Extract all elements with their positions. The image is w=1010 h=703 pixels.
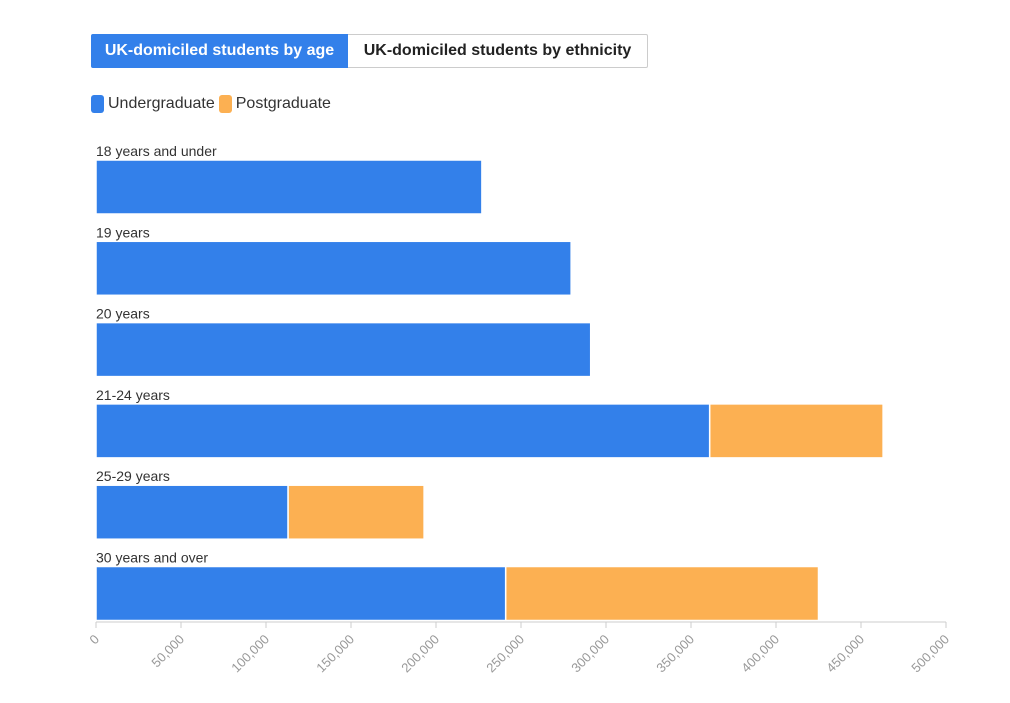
legend-label-undergraduate: Undergraduate bbox=[108, 95, 215, 112]
x-tick-label: 100,000 bbox=[228, 632, 272, 676]
legend-swatch-postgraduate bbox=[218, 95, 232, 113]
tab-by-ethnicity[interactable]: UK-domiciled students by ethnicity bbox=[348, 34, 648, 68]
x-tick-label: 450,000 bbox=[823, 632, 867, 676]
bar-undergraduate-21-24-years[interactable] bbox=[95, 403, 711, 459]
x-tick-label: 0 bbox=[86, 632, 102, 648]
x-tick-label: 300,000 bbox=[568, 632, 612, 676]
category-label-25-29-years: 25-29 years bbox=[96, 468, 170, 484]
bar-undergraduate-30-years-and-over[interactable] bbox=[95, 565, 507, 622]
x-tick-label: 500,000 bbox=[908, 632, 952, 676]
bar-undergraduate-19-years[interactable] bbox=[95, 240, 572, 297]
bar-postgraduate-21-24-years[interactable] bbox=[708, 403, 884, 459]
x-tick-label: 350,000 bbox=[653, 632, 697, 676]
category-label-19-years: 19 years bbox=[96, 224, 150, 240]
tab-by-age[interactable]: UK-domiciled students by age bbox=[91, 34, 348, 68]
bar-postgraduate-30-years-and-over[interactable] bbox=[504, 565, 820, 622]
bar-undergraduate-25-29-years[interactable] bbox=[95, 484, 289, 540]
category-label-30-years-and-over: 30 years and over bbox=[96, 550, 208, 566]
category-label-20-years: 20 years bbox=[96, 306, 150, 322]
x-tick-label: 400,000 bbox=[738, 632, 782, 676]
legend-label-postgraduate: Postgraduate bbox=[235, 95, 331, 112]
legend-item-postgraduate[interactable]: Postgraduate bbox=[218, 95, 331, 113]
bar-undergraduate-18-years-and-under[interactable] bbox=[95, 159, 483, 215]
legend-item-undergraduate[interactable]: Undergraduate bbox=[91, 95, 215, 113]
chart-legend: Undergraduate Postgraduate bbox=[91, 95, 335, 113]
x-tick-label: 50,000 bbox=[148, 632, 187, 671]
chart-tabs: UK-domiciled students by age UK-domicile… bbox=[91, 34, 648, 68]
x-tick-label: 250,000 bbox=[483, 632, 527, 676]
x-tick-label: 200,000 bbox=[398, 632, 442, 676]
bar-undergraduate-20-years[interactable] bbox=[95, 321, 592, 378]
legend-swatch-undergraduate bbox=[91, 95, 104, 113]
category-label-21-24-years: 21-24 years bbox=[96, 387, 170, 403]
bar-postgraduate-25-29-years[interactable] bbox=[287, 484, 425, 540]
x-tick-label: 150,000 bbox=[313, 632, 357, 676]
category-label-18-years-and-under: 18 years and under bbox=[96, 143, 217, 159]
